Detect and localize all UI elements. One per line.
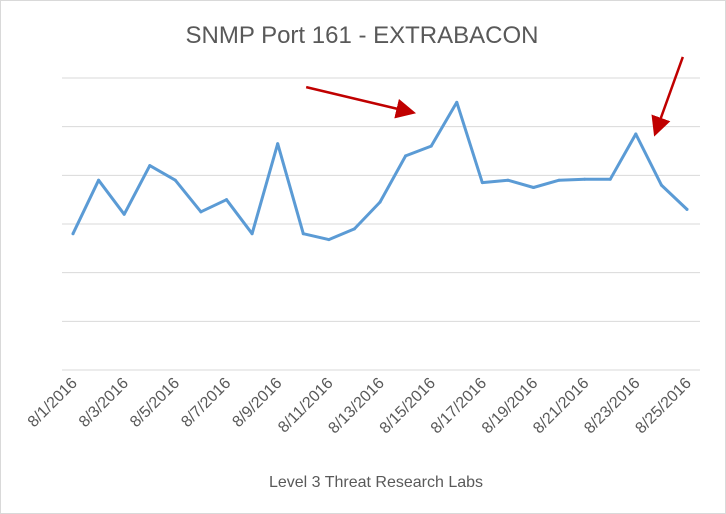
data-point — [276, 142, 280, 146]
data-point — [122, 212, 126, 216]
data-point — [557, 178, 561, 182]
x-tick-label: 8/3/2016 — [76, 375, 132, 431]
data-point — [225, 198, 228, 202]
annotations — [305, 56, 685, 137]
data-point — [506, 178, 510, 182]
x-axis-label: Level 3 Threat Research Labs — [269, 474, 483, 491]
data-point — [378, 200, 382, 204]
data-point — [659, 183, 663, 187]
data-point — [173, 178, 177, 182]
annotation-arrow — [651, 56, 685, 137]
data-point — [685, 207, 689, 211]
x-tick-label: 8/25/2016 — [632, 375, 694, 437]
data-point — [327, 238, 331, 242]
data-point — [352, 227, 356, 231]
series-line — [71, 100, 689, 242]
gridlines — [62, 77, 700, 371]
annotation-arrow — [305, 85, 417, 119]
data-point — [301, 232, 305, 236]
data-point — [97, 178, 101, 182]
data-point — [250, 232, 254, 236]
data-point — [404, 154, 408, 158]
chart-title: SNMP Port 161 - EXTRABACON — [186, 22, 539, 49]
series-group — [71, 100, 689, 242]
data-point — [455, 100, 459, 104]
data-point — [71, 232, 75, 236]
data-point — [480, 181, 484, 185]
data-point — [148, 164, 152, 168]
data-point — [199, 210, 203, 214]
x-tick-label: 8/1/2016 — [25, 375, 81, 431]
data-point — [532, 186, 535, 189]
x-tick-label: 8/7/2016 — [178, 375, 234, 431]
x-tick-label: 8/5/2016 — [127, 375, 183, 431]
data-point — [583, 177, 587, 181]
data-point — [429, 144, 433, 148]
data-point — [608, 177, 612, 181]
data-point — [634, 132, 638, 136]
x-tick-labels: 8/1/20168/3/20168/5/20168/7/20168/9/2016… — [25, 375, 695, 437]
